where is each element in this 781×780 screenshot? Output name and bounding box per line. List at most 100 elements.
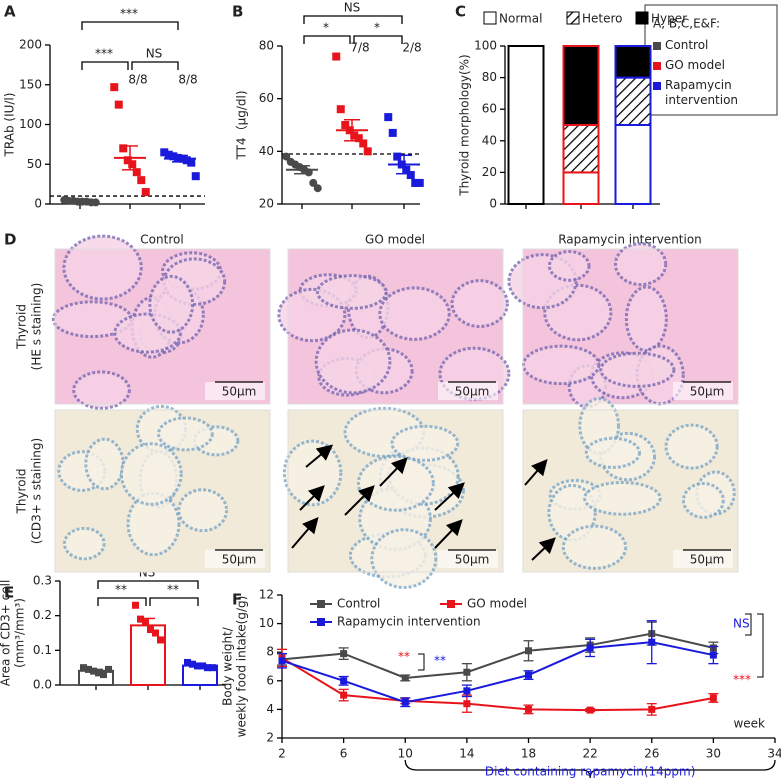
y-axis-label: TRAb (IU/l)	[3, 93, 17, 158]
data-point	[132, 168, 141, 177]
micrograph-frame	[522, 248, 739, 405]
legend-swatch	[566, 11, 580, 25]
panel-label: A	[4, 3, 16, 21]
data-point	[90, 667, 97, 675]
y-tick-label: 2	[266, 731, 274, 745]
y-axis-label: Body weight/	[221, 626, 235, 706]
sig-bracket	[149, 597, 199, 606]
follicle	[370, 528, 438, 590]
legend-swatch	[635, 11, 649, 25]
micrograph-frame	[522, 409, 739, 573]
follicle	[521, 344, 601, 386]
arrow	[531, 537, 556, 561]
data-point	[199, 662, 206, 670]
data-point	[709, 694, 717, 702]
scale-bar-label: 50μm	[455, 553, 490, 567]
data-point	[309, 178, 318, 187]
bar-segment	[562, 124, 600, 174]
follicle	[282, 439, 343, 507]
y-tick-label: 20	[259, 197, 274, 211]
data-point	[586, 706, 594, 714]
data-point	[648, 638, 656, 646]
data-point	[204, 664, 211, 672]
row-label: (HE s staining)	[30, 283, 44, 371]
micrograph-texture	[547, 396, 736, 570]
panel-label: C	[455, 3, 466, 21]
data-point	[128, 160, 137, 169]
x-tick-label: 14	[459, 747, 474, 761]
y-axis-label: weekly food intake(g/g)	[235, 596, 249, 738]
arrow	[344, 485, 375, 516]
sig-bracket	[131, 61, 179, 70]
panel-label: D	[4, 231, 16, 249]
arrow	[379, 457, 408, 487]
follicle	[547, 250, 591, 282]
legend-text: Hetero	[582, 12, 623, 26]
note: Diet containing rapamycin(14ppm)	[485, 765, 696, 779]
data-point	[114, 100, 123, 109]
data-point	[100, 671, 107, 679]
data-point	[525, 647, 532, 655]
arrow	[524, 458, 548, 486]
panel-label: F	[232, 591, 242, 609]
scale-bar-bg	[205, 550, 265, 568]
data-point	[95, 669, 102, 677]
data-point	[363, 147, 372, 156]
data-point	[463, 668, 471, 676]
data-point	[209, 664, 216, 672]
scale-bar-label: 50μm	[455, 385, 490, 399]
scale-bar-bg	[673, 550, 733, 568]
legend-marker	[317, 618, 325, 626]
sig-label: ***	[120, 7, 138, 21]
y-tick-label: 80	[259, 39, 274, 53]
data-point	[182, 156, 191, 165]
data-point	[709, 651, 717, 659]
legend-text: Control	[665, 38, 709, 52]
legend-text: GO model	[665, 58, 725, 72]
data-point	[191, 172, 200, 181]
data-point	[415, 178, 424, 187]
scale-bar-label: 50μm	[222, 385, 257, 399]
bar-segment	[614, 76, 652, 126]
x-tick-label: 18	[521, 747, 536, 761]
sig-label: NS	[733, 617, 750, 631]
micrograph-texture	[507, 242, 685, 409]
ratio-label: 7/8	[350, 41, 369, 55]
arrow	[434, 519, 463, 549]
legend-title: A, B,C,E&F:	[653, 17, 720, 31]
scale-bar-bg	[673, 382, 733, 400]
follicle	[450, 279, 509, 328]
data-point	[332, 52, 341, 61]
legend-swatch	[483, 11, 497, 25]
data-point	[340, 677, 348, 685]
follicle	[62, 234, 143, 301]
legend-swatch	[653, 42, 661, 50]
data-point	[282, 152, 291, 161]
data-point	[85, 665, 92, 673]
data-point	[393, 152, 402, 161]
sig-bracket	[353, 35, 403, 44]
data-point	[105, 665, 112, 673]
y-tick-label: 60	[482, 102, 497, 116]
follicle	[177, 488, 229, 533]
y-tick-label: 200	[19, 38, 42, 52]
micrograph-frame	[54, 248, 271, 405]
micrograph-frame	[54, 409, 271, 573]
data-point	[194, 662, 201, 670]
follicle	[390, 424, 460, 462]
legend-text: Rapamycin intervention	[337, 615, 481, 629]
data-point	[169, 152, 178, 161]
y-tick-label: 100	[474, 39, 497, 53]
legend-marker	[447, 600, 455, 608]
x-tick-label: 22	[582, 747, 597, 761]
data-point	[401, 698, 409, 706]
sig-label: *	[374, 21, 380, 35]
data-point	[187, 158, 196, 167]
data-point	[160, 148, 169, 157]
data-point	[411, 178, 420, 187]
arrow	[434, 482, 465, 511]
data-point	[157, 636, 164, 644]
ratio-label: 8/8	[128, 73, 147, 87]
data-point	[384, 113, 393, 122]
